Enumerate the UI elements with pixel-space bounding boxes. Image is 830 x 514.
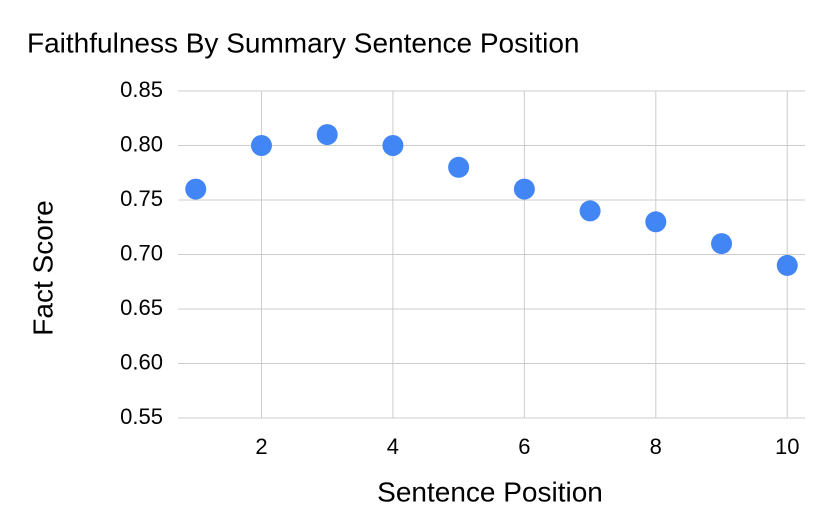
y-tick-label: 0.65 xyxy=(120,295,163,320)
x-tick-label: 2 xyxy=(255,434,267,459)
y-axis-label: Fact Score xyxy=(27,200,58,335)
data-point xyxy=(776,254,798,276)
x-tick-label: 4 xyxy=(387,434,399,459)
data-point xyxy=(448,156,470,178)
data-point xyxy=(513,178,535,200)
x-tick-label: 6 xyxy=(518,434,530,459)
data-point xyxy=(711,233,733,255)
data-point xyxy=(316,124,338,146)
data-point xyxy=(185,178,207,200)
y-tick-label: 0.85 xyxy=(120,77,163,102)
x-axis-label: Sentence Position xyxy=(377,476,603,507)
y-tick-label: 0.75 xyxy=(120,186,163,211)
y-tick-label: 0.60 xyxy=(120,349,163,374)
y-tick-label: 0.55 xyxy=(120,404,163,429)
x-tick-label: 8 xyxy=(650,434,662,459)
data-point xyxy=(382,135,404,156)
chart-title: Faithfulness By Summary Sentence Positio… xyxy=(27,27,579,58)
y-tick-label: 0.70 xyxy=(120,240,163,265)
y-tick-label: 0.80 xyxy=(120,131,163,156)
data-point xyxy=(645,211,667,233)
data-point xyxy=(579,200,601,222)
x-tick-label: 10 xyxy=(775,434,799,459)
data-point xyxy=(250,135,272,156)
